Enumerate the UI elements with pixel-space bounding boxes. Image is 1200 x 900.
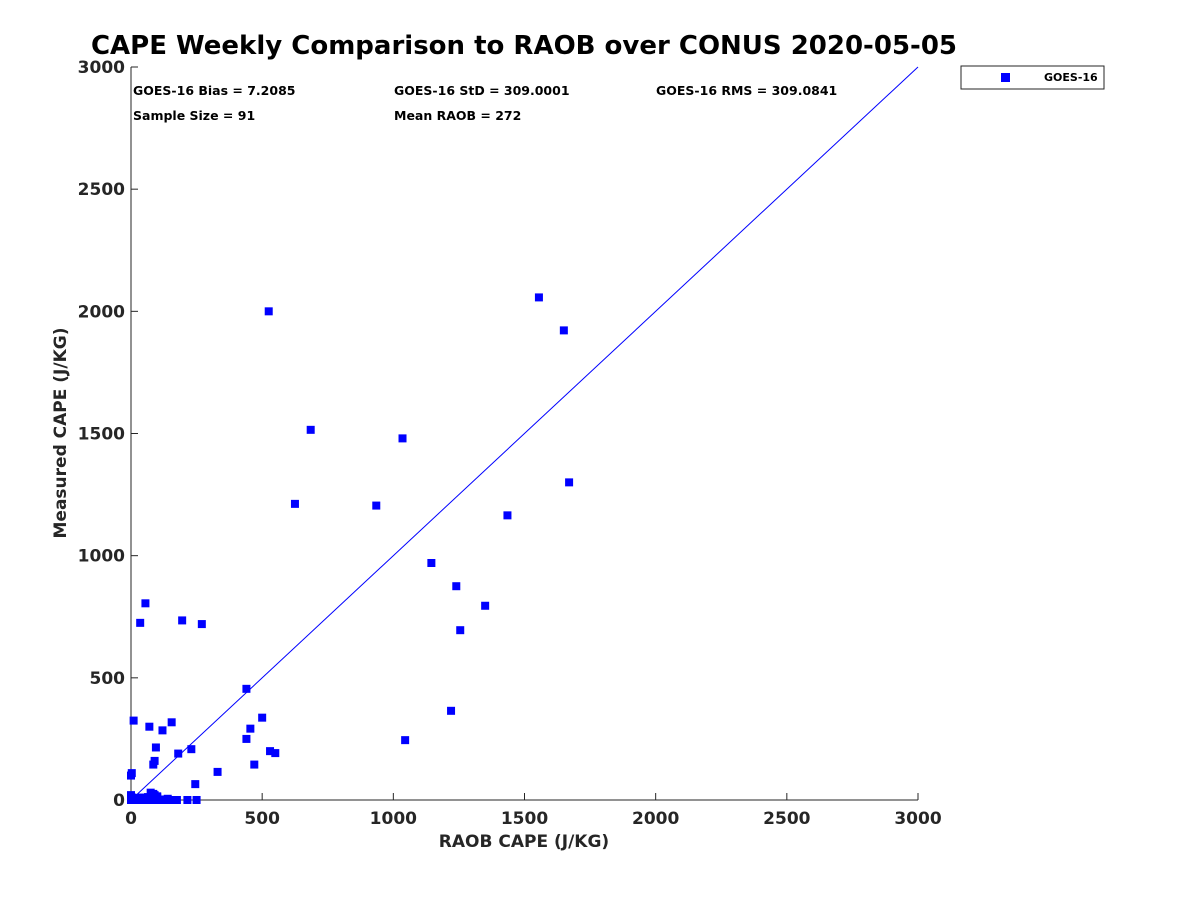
data-point (503, 511, 512, 520)
stat-rms: GOES-16 RMS = 309.0841 (656, 83, 837, 98)
data-point (565, 478, 574, 487)
stat-std: GOES-16 StD = 309.0001 (394, 83, 570, 98)
stat-mean-raob: Mean RAOB = 272 (394, 108, 521, 123)
x-tick-label: 2500 (763, 809, 810, 829)
data-point (401, 736, 410, 745)
data-point (271, 749, 280, 758)
data-point (398, 434, 407, 443)
data-point (452, 582, 461, 591)
data-point (145, 722, 154, 731)
legend-box (960, 65, 1105, 90)
x-tick-label: 3000 (894, 809, 941, 829)
x-tick-label: 0 (125, 809, 137, 829)
data-point (153, 792, 162, 801)
data-point (246, 724, 255, 733)
data-point (559, 326, 568, 335)
legend: GOES-16 (960, 65, 1105, 90)
y-tick-label: 2500 (78, 180, 125, 200)
data-point (372, 501, 381, 510)
data-point (172, 796, 181, 804)
data-points (127, 293, 574, 804)
data-point (192, 796, 201, 804)
stat-bias: GOES-16 Bias = 7.2085 (133, 83, 295, 98)
y-ticks: 0 500 1000 1500 2000 2500 3000 (78, 58, 138, 811)
data-point (167, 718, 176, 727)
data-point (191, 780, 200, 789)
one-to-one-reference-line (130, 66, 919, 801)
data-point (306, 425, 315, 434)
y-tick-label: 3000 (78, 58, 125, 78)
data-point (456, 626, 465, 635)
y-tick-label: 500 (90, 669, 126, 689)
data-point (197, 620, 206, 629)
y-tick-label: 1500 (78, 425, 125, 445)
data-point (178, 616, 187, 625)
x-tick-label: 1500 (501, 809, 548, 829)
data-point (258, 713, 267, 722)
data-point (481, 601, 490, 610)
data-point (427, 558, 436, 567)
legend-marker-square (1001, 73, 1010, 82)
chart-title: CAPE Weekly Comparison to RAOB over CONU… (91, 31, 957, 61)
y-tick-label: 1000 (78, 547, 125, 567)
data-point (250, 760, 259, 769)
data-point (136, 618, 145, 627)
data-point (150, 756, 159, 765)
data-point (151, 743, 160, 752)
y-tick-label: 0 (113, 791, 125, 811)
data-point (242, 734, 251, 743)
x-axis-label: RAOB CAPE (J/KG) (439, 832, 609, 852)
x-tick-label: 1000 (370, 809, 417, 829)
data-point (163, 794, 172, 803)
x-tick-label: 2000 (632, 809, 679, 829)
data-point (447, 706, 456, 715)
data-point (213, 767, 222, 776)
legend-label: GOES-16 (1044, 71, 1098, 84)
data-point (158, 726, 167, 735)
data-point (264, 307, 273, 316)
y-tick-label: 2000 (78, 302, 125, 322)
data-point (187, 745, 196, 754)
data-point (266, 747, 275, 756)
y-axis-label: Measured CAPE (J/KG) (51, 328, 71, 539)
stat-sample-size: Sample Size = 91 (133, 108, 255, 123)
data-point (290, 499, 299, 508)
x-tick-label: 500 (244, 809, 280, 829)
data-point (141, 599, 150, 608)
data-point (127, 769, 136, 778)
data-point (242, 684, 251, 693)
x-ticks: 0 500 1000 1500 2000 2500 3000 (125, 793, 942, 829)
data-point (174, 749, 183, 758)
data-point (129, 716, 138, 725)
data-point (534, 293, 543, 302)
data-point (183, 796, 192, 804)
